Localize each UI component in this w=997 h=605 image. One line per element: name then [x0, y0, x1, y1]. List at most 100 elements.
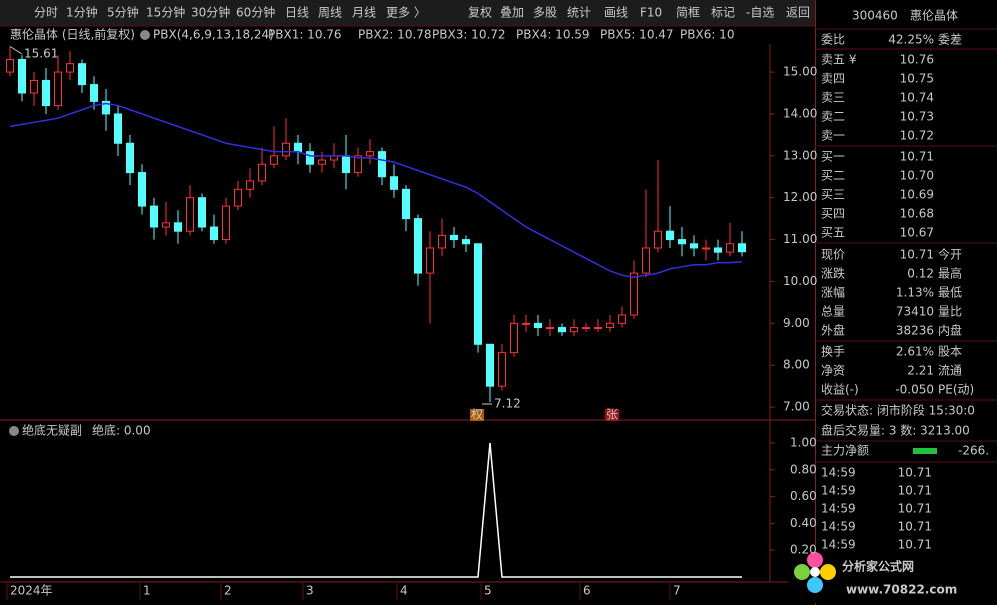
x-tick-label: 5: [484, 584, 492, 598]
candle-body: [738, 243, 746, 253]
y-tick-label: 9.00: [783, 316, 810, 330]
period-tab[interactable]: 30分钟: [191, 5, 230, 20]
candle-body: [402, 188, 410, 220]
tick-time: 14:59: [821, 502, 856, 516]
tool-button[interactable]: 简框: [676, 6, 700, 20]
chart-title: 惠伦晶体 (日线,前复权): [10, 27, 135, 42]
candle-body: [114, 113, 122, 144]
low-label: 7.12: [494, 397, 521, 411]
tick-time: 14:59: [821, 520, 856, 534]
x-tick-label: 7: [673, 584, 681, 598]
finance-label: PE(动): [938, 383, 974, 397]
candle-body: [390, 176, 398, 190]
candle-body: [630, 272, 638, 316]
x-tick-label: 2: [224, 584, 232, 598]
y-tick-label: 1.00: [790, 435, 817, 449]
main-net-value: -266.: [958, 444, 989, 458]
candle-body: [534, 322, 542, 329]
period-tab[interactable]: 60分钟: [236, 5, 275, 20]
candle-body: [102, 100, 110, 115]
period-tab[interactable]: 月线: [352, 6, 376, 20]
candle-body: [546, 327, 554, 330]
finance-value: 2.21: [907, 364, 934, 378]
finance-label: 股本: [938, 345, 962, 359]
candle-body: [282, 142, 290, 157]
stat-label: 涨跌: [821, 266, 845, 281]
finance-label: 流通: [938, 364, 962, 378]
tool-button[interactable]: 画线: [604, 6, 628, 20]
y-tick-label: 0.40: [790, 516, 817, 530]
panel-dividers: [815, 28, 997, 463]
y-tick-label: 11.00: [783, 232, 817, 246]
indicator-value: PBX5: 10.47: [600, 28, 674, 42]
tick-time: 14:59: [821, 484, 856, 498]
indicator-icon[interactable]: [9, 426, 19, 436]
indicator-value: 绝底: 0.00: [92, 423, 151, 438]
candle-body: [438, 234, 446, 249]
candle-body: [606, 322, 614, 329]
marker-box: [470, 409, 484, 421]
tool-button[interactable]: 多股: [533, 6, 557, 20]
candle-body: [582, 327, 590, 330]
stat-label: 内盘: [938, 323, 962, 338]
period-tab[interactable]: 周线: [318, 6, 342, 20]
stat-value: 1.13%: [896, 286, 934, 300]
x-tick-label: 6: [583, 584, 591, 598]
stat-label: 最高: [938, 266, 962, 281]
tool-button[interactable]: 标记: [711, 6, 735, 20]
indicator-icon[interactable]: [140, 30, 150, 40]
period-tab[interactable]: 15分钟: [146, 5, 185, 20]
tool-button[interactable]: 返回: [786, 6, 810, 20]
candle-body: [714, 247, 722, 253]
ask-label: 卖四: [821, 72, 845, 86]
bid-value: 10.71: [900, 150, 934, 164]
candle-body: [654, 230, 662, 249]
tool-button[interactable]: -自选: [746, 6, 774, 20]
stat-label: 今开: [938, 247, 962, 262]
candle-body: [570, 327, 578, 333]
y-tick-label: 12.00: [783, 190, 817, 204]
period-tab[interactable]: 日线: [285, 6, 309, 20]
bid-value: 10.70: [900, 169, 934, 183]
main-net-bar: [913, 448, 937, 454]
candle-body: [450, 234, 458, 241]
candle-body: [342, 155, 350, 174]
tick-time: 14:59: [821, 466, 856, 480]
finance-label: 收益(-): [821, 383, 859, 397]
bid-value: 10.68: [900, 207, 934, 221]
candle-body: [522, 322, 530, 325]
tool-button[interactable]: F10: [640, 6, 662, 20]
stat-value: 0.12: [907, 267, 934, 281]
candle-body: [66, 63, 74, 73]
period-tab[interactable]: 1分钟: [66, 5, 98, 20]
period-tab[interactable]: 5分钟: [107, 5, 139, 20]
candle-body: [294, 142, 302, 153]
logo-url: www.70822.com: [846, 583, 957, 597]
status: 盘后交易量: 3 数: 3213.00: [821, 423, 970, 438]
candle-body: [246, 180, 254, 190]
indicator-value: PBX1: 10.76: [268, 28, 342, 42]
ask-value: 10.76: [900, 53, 934, 67]
bid-value: 10.69: [900, 188, 934, 202]
stat-value: 10.71: [900, 248, 934, 262]
candle-body: [258, 163, 266, 182]
period-tab[interactable]: 分时: [34, 6, 58, 20]
tool-button[interactable]: 复权: [468, 6, 492, 20]
candle-body: [18, 58, 26, 94]
ask-value: 10.72: [900, 129, 934, 143]
period-tab[interactable]: 更多 〉: [386, 6, 426, 20]
tick-price: 10.71: [898, 466, 932, 480]
x-tick-label: 2024年: [10, 584, 53, 598]
candle-body: [510, 322, 518, 354]
tool-button[interactable]: 叠加: [500, 6, 524, 20]
finance-label: 净资: [821, 364, 845, 378]
candle-body: [474, 243, 482, 345]
bid-label: 买三: [821, 188, 845, 202]
bid-label: 买一: [821, 150, 845, 164]
logo-flower: [788, 545, 997, 603]
tool-button[interactable]: 统计: [567, 6, 591, 20]
candle-body: [186, 197, 194, 232]
candle-body: [30, 79, 38, 94]
candle-body: [6, 58, 14, 73]
